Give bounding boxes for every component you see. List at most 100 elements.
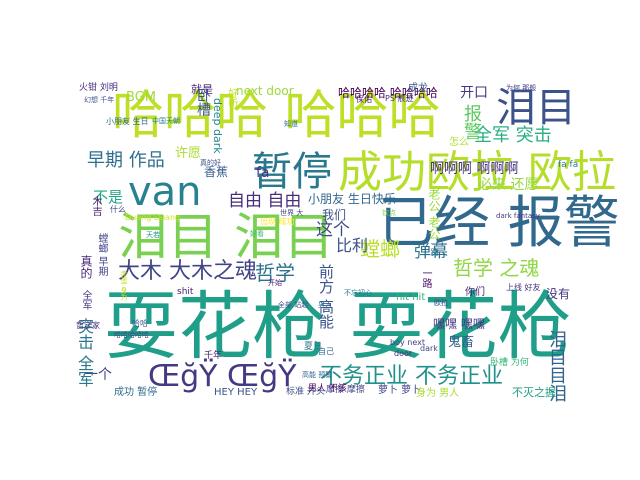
cloud-word: 欧拉 [434, 299, 448, 307]
cloud-word: 一路 [430, 240, 439, 256]
cloud-word: 耍花枪 耍花枪 [104, 284, 572, 370]
cloud-word: 螳螂 早期 [96, 233, 107, 277]
cloud-word: 开始 [268, 279, 282, 287]
cloud-word: dark fantasy [496, 212, 540, 220]
cloud-word: 不务正业 不务正业 [320, 364, 503, 389]
cloud-word: 小朋友 生日快乐 [308, 192, 396, 206]
cloud-word: dark [420, 344, 438, 353]
cloud-word: 男人 不该 [308, 384, 347, 394]
cloud-word: 必来 还愿 [478, 177, 539, 193]
cloud-word: 哲学家 [76, 321, 100, 330]
cloud-word: 泪目目泪 [546, 330, 567, 402]
cloud-word: 许愿 [175, 146, 202, 161]
cloud-word: 一个 [84, 367, 112, 383]
cloud-word: 这个 [316, 220, 350, 240]
cloud-word: 螳螂 [360, 237, 400, 261]
cloud-word: 比利 [336, 236, 369, 255]
cloud-word: 赤蛋 身为 [120, 270, 128, 301]
cloud-word: 卧槽 为何 [490, 358, 529, 368]
cloud-word: ŒğŸ ŒğŸ [148, 359, 297, 394]
cloud-word: 上线 好友 [506, 283, 541, 292]
cloud-word: 怎么 [449, 137, 469, 148]
cloud-word: shit [177, 287, 194, 297]
cloud-word: 香蕉 [204, 165, 229, 179]
cloud-word: 真的好 [200, 159, 221, 167]
cloud-word: 没有 [546, 287, 571, 301]
cloud-word: 啊啊啊 啊啊啊 [430, 161, 519, 177]
cloud-word: 暂停 [252, 149, 332, 195]
cloud-word: BGM [126, 90, 156, 105]
cloud-word: 我们 [322, 208, 347, 222]
cloud-word: 世界 大 [280, 209, 304, 217]
cloud-word: 全军 突击 [474, 125, 552, 146]
cloud-word: Duang Duang [125, 213, 181, 222]
cloud-word: door [394, 349, 413, 358]
cloud-word: boy next [390, 338, 425, 347]
cloud-word: 标准 开头 [286, 387, 325, 397]
cloud-word: 好看 [250, 230, 264, 238]
cloud-word: 身为 男人 [416, 388, 460, 399]
cloud-word: 自己 [318, 347, 334, 356]
cloud-word: 哈哈 [132, 319, 148, 328]
cloud-word: fa [256, 165, 270, 181]
cloud-word: 已经 报警 [378, 191, 620, 256]
cloud-word: 天若 [146, 231, 160, 239]
cloud-word: 鬼畜 [448, 335, 475, 350]
cloud-word: 嘿嘿 嘿嘿 [433, 317, 485, 331]
cloud-word: 哈哈哈哈 哈哈哈哈 [338, 86, 438, 100]
cloud-word: 泪目 [496, 85, 576, 131]
cloud-word: 不忘初心 [344, 289, 372, 297]
cloud-word: 早期 作品 [87, 150, 165, 171]
cloud-word: 前方 高能 [317, 264, 335, 329]
cloud-word: 高能 预警 [302, 371, 333, 379]
cloud-word: PS 痕迹 [385, 94, 414, 103]
cloud-word: 幻想 千年 [84, 96, 115, 104]
cloud-word: 萝卜 萝卜 [378, 385, 422, 396]
cloud-word: 泪目 泪目 [118, 208, 334, 266]
cloud-word: 真的 [79, 255, 93, 279]
cloud-word: 就是 [191, 83, 213, 96]
cloud-word: 中国天朝 [152, 117, 180, 125]
cloud-word: 成龙 [408, 83, 428, 94]
cloud-word: 摩擦 摩擦 [326, 385, 365, 395]
cloud-word: next door [236, 84, 294, 98]
cloud-word: 老公 老公 [427, 188, 441, 240]
cloud-word: 成功欧拉 欧拉 [338, 147, 616, 198]
cloud-word: 出现 成功 [260, 217, 295, 226]
cloud-word: 突击 全军 [75, 318, 94, 388]
cloud-word: 好听 [226, 88, 237, 108]
cloud-word: 哈哈哈哈哈 [114, 331, 149, 339]
cloud-word: fa fa [558, 160, 579, 170]
cloud-word: 一路 [420, 268, 431, 288]
cloud-word: 全军 [80, 290, 91, 310]
cloud-word: 火钳 刘明 [79, 83, 118, 93]
cloud-word: 木吉 [90, 196, 101, 216]
cloud-word: HEY HEY [214, 387, 258, 398]
cloud-word: 夏日 [304, 342, 323, 352]
cloud-word: 不灭之握 [512, 386, 556, 399]
cloud-word: 不是 [93, 188, 124, 206]
cloud-word: 小朋友 生日 [106, 117, 149, 126]
cloud-word: 知道 [284, 120, 298, 128]
cloud-word: 弹幕 [414, 242, 448, 262]
cloud-word: 钦点 [382, 209, 396, 217]
cloud-word: 哈哈哈 哈哈哈 [112, 86, 441, 146]
cloud-word: deep dark [211, 98, 224, 154]
cloud-word: 你们 [465, 287, 485, 298]
cloud-word: 哲学 [255, 261, 295, 285]
cloud-word: 报警 [461, 104, 482, 140]
cloud-word: 为何 那般 [506, 84, 537, 92]
cloud-word: 全部 站起 [278, 301, 309, 309]
cloud-word: 保佑 [356, 95, 372, 104]
cloud-word: 开口 [460, 85, 488, 101]
cloud-word: 成功 暂停 [114, 387, 158, 398]
cloud-word: 卧槽 [195, 88, 211, 116]
cloud-word: 大木 大木之魂 [118, 259, 257, 284]
cloud-word: van [128, 169, 202, 215]
cloud-word: 自由 自由 [228, 191, 302, 211]
cloud-word: 男人 [318, 301, 332, 309]
cloud-word: hit hit [396, 292, 426, 303]
cloud-word: 千年 [204, 351, 223, 361]
cloud-word: 哲学 之魂 [453, 256, 540, 280]
